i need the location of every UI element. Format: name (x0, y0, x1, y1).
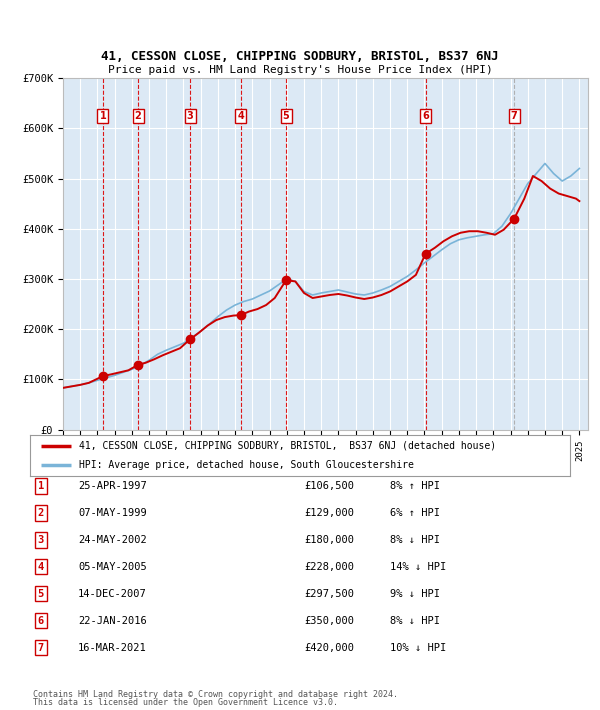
Text: 25-APR-1997: 25-APR-1997 (78, 481, 147, 491)
Text: £420,000: £420,000 (304, 643, 354, 652)
Text: 24-MAY-2002: 24-MAY-2002 (78, 535, 147, 545)
Text: £350,000: £350,000 (304, 616, 354, 626)
Text: 8% ↓ HPI: 8% ↓ HPI (390, 616, 440, 626)
Text: 16-MAR-2021: 16-MAR-2021 (78, 643, 147, 652)
Text: £129,000: £129,000 (304, 508, 354, 518)
Text: 4: 4 (38, 562, 44, 572)
Text: 41, CESSON CLOSE, CHIPPING SODBURY, BRISTOL,  BS37 6NJ (detached house): 41, CESSON CLOSE, CHIPPING SODBURY, BRIS… (79, 441, 496, 451)
Text: 5: 5 (38, 589, 44, 599)
Text: 2: 2 (38, 508, 44, 518)
Text: 14% ↓ HPI: 14% ↓ HPI (390, 562, 446, 572)
Text: 8% ↑ HPI: 8% ↑ HPI (390, 481, 440, 491)
Text: £297,500: £297,500 (304, 589, 354, 599)
Text: £228,000: £228,000 (304, 562, 354, 572)
Text: 6: 6 (38, 616, 44, 626)
Text: 2: 2 (134, 111, 142, 121)
Text: 05-MAY-2005: 05-MAY-2005 (78, 562, 147, 572)
Text: 7: 7 (511, 111, 518, 121)
Text: 07-MAY-1999: 07-MAY-1999 (78, 508, 147, 518)
Text: £180,000: £180,000 (304, 535, 354, 545)
Text: 6% ↑ HPI: 6% ↑ HPI (390, 508, 440, 518)
Text: 1: 1 (38, 481, 44, 491)
Text: 1: 1 (100, 111, 106, 121)
Text: 14-DEC-2007: 14-DEC-2007 (78, 589, 147, 599)
Text: 8% ↓ HPI: 8% ↓ HPI (390, 535, 440, 545)
Text: 9% ↓ HPI: 9% ↓ HPI (390, 589, 440, 599)
Text: HPI: Average price, detached house, South Gloucestershire: HPI: Average price, detached house, Sout… (79, 459, 413, 469)
Text: 4: 4 (238, 111, 244, 121)
Text: 10% ↓ HPI: 10% ↓ HPI (390, 643, 446, 652)
Text: 3: 3 (38, 535, 44, 545)
Text: 6: 6 (422, 111, 429, 121)
Text: 3: 3 (187, 111, 194, 121)
Text: 22-JAN-2016: 22-JAN-2016 (78, 616, 147, 626)
Text: This data is licensed under the Open Government Licence v3.0.: This data is licensed under the Open Gov… (33, 699, 338, 707)
Text: 7: 7 (38, 643, 44, 652)
Text: £106,500: £106,500 (304, 481, 354, 491)
Text: 5: 5 (283, 111, 289, 121)
Text: Contains HM Land Registry data © Crown copyright and database right 2024.: Contains HM Land Registry data © Crown c… (33, 690, 398, 699)
Text: Price paid vs. HM Land Registry's House Price Index (HPI): Price paid vs. HM Land Registry's House … (107, 65, 493, 75)
Text: 41, CESSON CLOSE, CHIPPING SODBURY, BRISTOL, BS37 6NJ: 41, CESSON CLOSE, CHIPPING SODBURY, BRIS… (101, 50, 499, 63)
